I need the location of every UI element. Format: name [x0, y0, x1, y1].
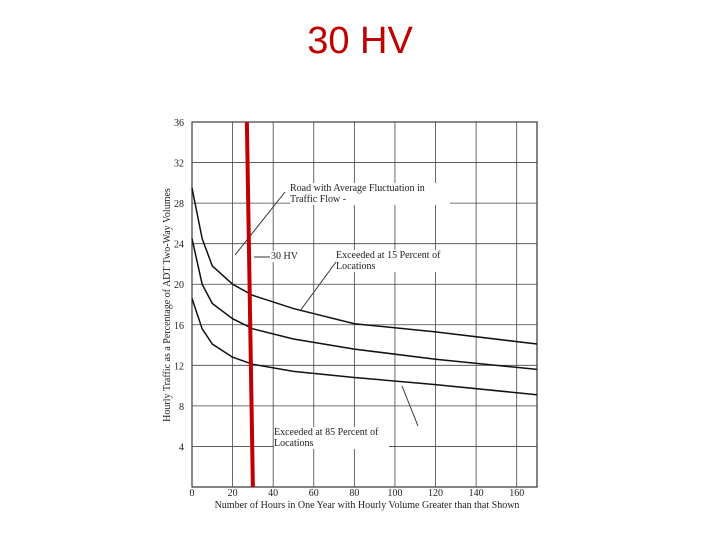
x-tick-label: 80	[349, 488, 359, 499]
x-tick-label: 120	[428, 488, 443, 499]
x-tick-label: 100	[387, 488, 402, 499]
y-tick-label: 24	[174, 240, 184, 251]
y-tick-label: 12	[174, 361, 184, 372]
series-label: Exceeded at 15 Percent of Locations	[336, 250, 451, 272]
x-tick-label: 140	[469, 488, 484, 499]
marker-line	[244, 121, 255, 488]
series-label: Road with Average Fluctuation in Traffic…	[290, 183, 450, 205]
y-axis-label: Hourly Traffic as a Percentage of ADT Tw…	[162, 188, 173, 422]
x-tick-label: 60	[309, 488, 319, 499]
marker-label: 30 HV	[271, 251, 298, 262]
series-line	[191, 187, 538, 345]
y-tick-label: 32	[174, 159, 184, 170]
y-tick-label: 28	[174, 199, 184, 210]
x-tick-label: 0	[190, 488, 195, 499]
leader-line	[299, 261, 337, 312]
x-tick-label: 20	[228, 488, 238, 499]
y-tick-label: 16	[174, 321, 184, 332]
series-line	[191, 298, 538, 396]
y-tick-label: 4	[179, 442, 184, 453]
x-axis-label: Number of Hours in One Year with Hourly …	[215, 500, 520, 511]
x-tick-label: 160	[509, 488, 524, 499]
series-label: Exceeded at 85 Percent of Locations	[274, 427, 389, 449]
slide-title: 30 HV	[307, 20, 413, 62]
x-tick-label: 40	[268, 488, 278, 499]
series-line	[191, 238, 538, 371]
y-tick-label: 36	[174, 118, 184, 129]
leader-line	[234, 191, 286, 256]
y-tick-label: 20	[174, 280, 184, 291]
y-tick-label: 8	[179, 402, 184, 413]
